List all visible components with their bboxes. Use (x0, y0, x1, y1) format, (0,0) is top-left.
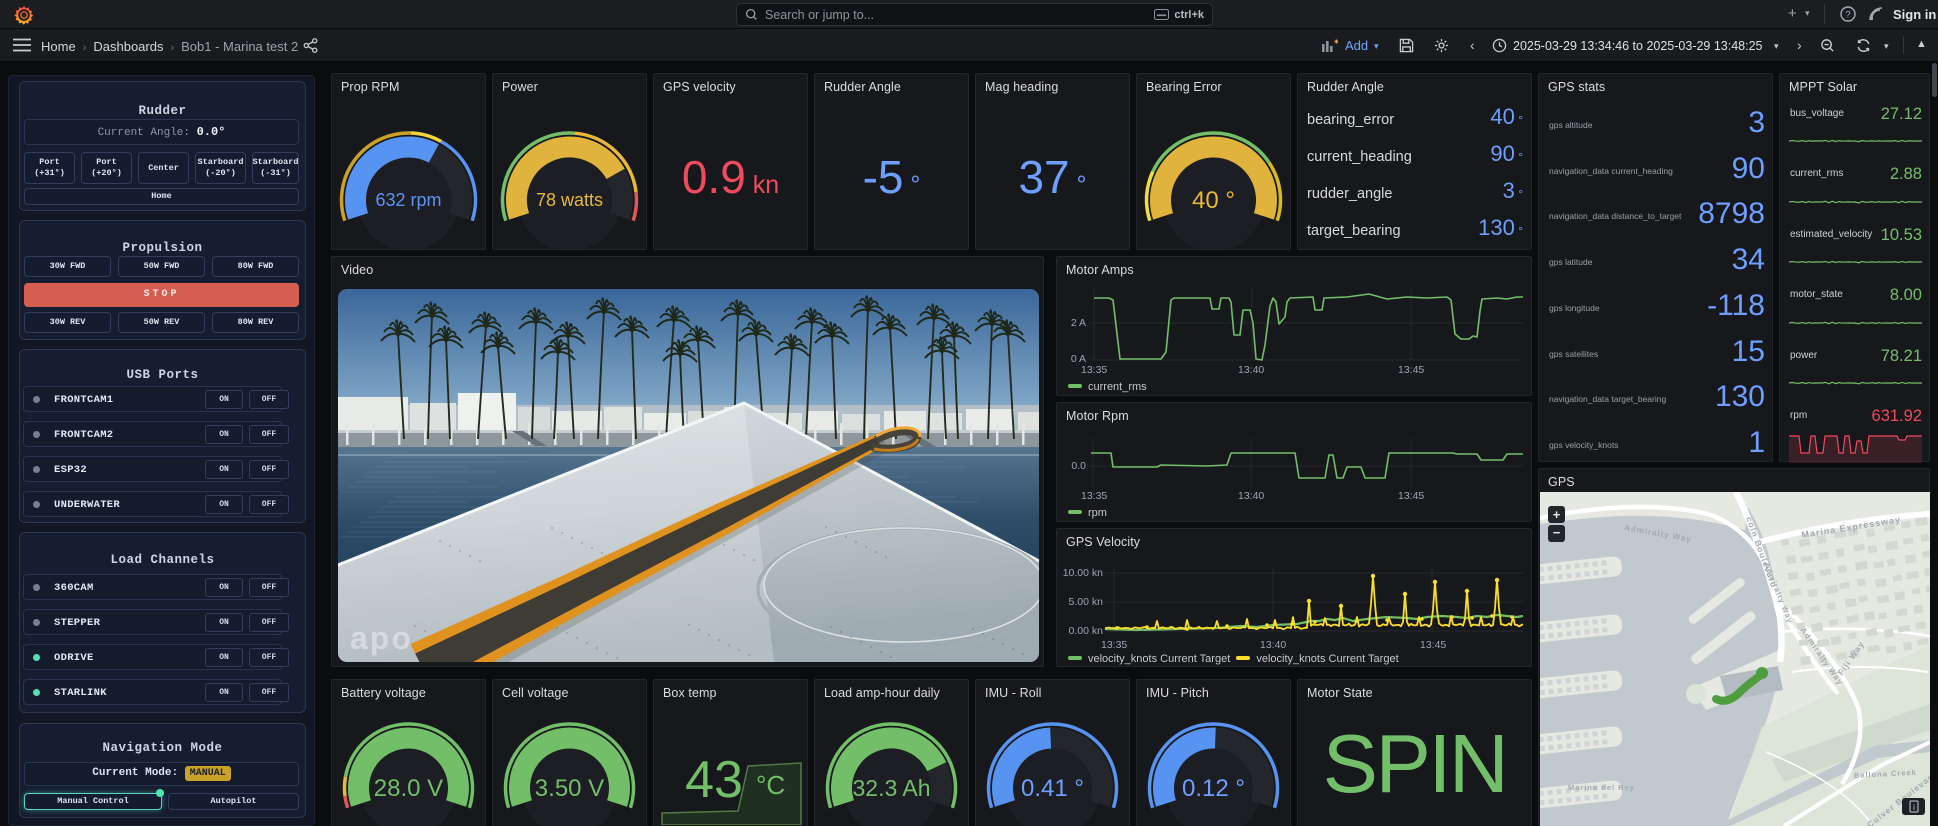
svg-text:−: − (1553, 525, 1561, 540)
svg-text:?: ? (1845, 10, 1850, 20)
svg-text:28.0 V: 28.0 V (374, 775, 443, 802)
svg-text:632 rpm: 632 rpm (375, 190, 441, 210)
svg-text:32.3 Ah: 32.3 Ah (852, 775, 930, 801)
svg-text:Marina del Rey: Marina del Rey (1568, 783, 1635, 792)
svg-text:vard: vard (1822, 824, 1846, 826)
svg-text:40 °: 40 ° (1192, 187, 1235, 214)
svg-text:0.12 °: 0.12 ° (1182, 775, 1245, 802)
svg-text:0.41 °: 0.41 ° (1021, 775, 1084, 802)
svg-text:i: i (1913, 803, 1915, 812)
svg-text:+: + (1553, 507, 1561, 522)
svg-text:3.50 V: 3.50 V (535, 775, 604, 802)
svg-text:apo: apo (350, 620, 413, 656)
svg-text:Ballona Creek: Ballona Creek (1854, 768, 1917, 780)
svg-text:78 watts: 78 watts (536, 190, 603, 210)
